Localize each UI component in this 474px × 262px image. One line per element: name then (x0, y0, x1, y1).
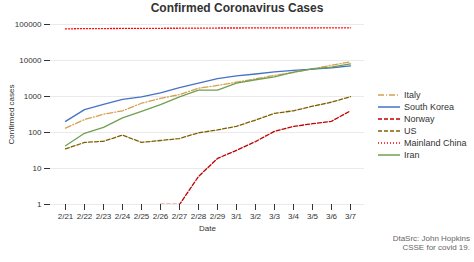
html-text:US: US (404, 126, 417, 136)
svg-text:2/24: 2/24 (115, 212, 131, 221)
svg-text:Confirmed cases: Confirmed cases (7, 84, 16, 144)
svg-text:3/6: 3/6 (326, 212, 338, 221)
svg-text:2/28: 2/28 (191, 212, 207, 221)
html-text:South Korea: South Korea (404, 102, 454, 112)
svg-text:10000: 10000 (19, 56, 42, 65)
html-text:Italy: Italy (404, 90, 421, 100)
svg-text:1: 1 (37, 200, 42, 209)
svg-text:2/22: 2/22 (77, 212, 93, 221)
html-text:DtaSrc: John Hopkins CSSE for: DtaSrc: John Hopkins CSSE for covid 19. (392, 234, 470, 252)
svg-text:3/2: 3/2 (250, 212, 262, 221)
svg-text:2/26: 2/26 (153, 212, 169, 221)
svg-text:3/7: 3/7 (345, 212, 357, 221)
svg-text:3/4: 3/4 (288, 212, 300, 221)
html-text:Iran: Iran (404, 150, 420, 160)
html-text:Confirmed Coronavirus Cases: Confirmed Coronavirus Cases (150, 1, 324, 15)
svg-text:Date: Date (199, 224, 216, 233)
svg-text:2/21: 2/21 (58, 212, 74, 221)
svg-text:3/5: 3/5 (307, 212, 319, 221)
svg-text:3/3: 3/3 (269, 212, 281, 221)
svg-text:2/27: 2/27 (172, 212, 188, 221)
html-text:Norway: Norway (404, 114, 435, 124)
svg-text:2/29: 2/29 (210, 212, 226, 221)
svg-text:3/1: 3/1 (231, 212, 243, 221)
svg-text:100: 100 (28, 128, 42, 137)
svg-text:100000: 100000 (15, 20, 42, 29)
svg-text:2/23: 2/23 (96, 212, 112, 221)
svg-text:1000: 1000 (24, 92, 42, 101)
svg-text:2/25: 2/25 (134, 212, 150, 221)
html-text:Mainland China: Mainland China (404, 138, 467, 148)
svg-text:10: 10 (33, 164, 42, 173)
